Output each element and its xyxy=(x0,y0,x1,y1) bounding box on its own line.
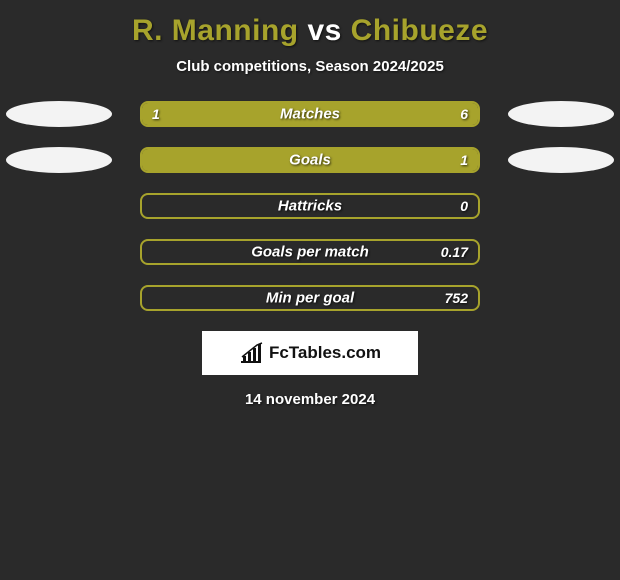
stat-label: Matches xyxy=(280,106,340,123)
player1-marker xyxy=(6,101,112,127)
stat-row: Hattricks 0 xyxy=(0,193,620,219)
title-player1: R. Manning xyxy=(132,14,299,47)
stat-label: Hattricks xyxy=(278,198,342,215)
title-vs: vs xyxy=(307,14,341,47)
subtitle: Club competitions, Season 2024/2025 xyxy=(0,58,620,101)
stats-list: 1 Matches 6 Goals 1 Hattricks 0 Goals per match… xyxy=(0,101,620,311)
player2-marker xyxy=(508,147,614,173)
stat-value-player2: 752 xyxy=(445,290,468,306)
player2-marker xyxy=(508,239,614,265)
page-title: R. Manning vs Chibueze xyxy=(0,8,620,58)
player1-marker xyxy=(6,239,112,265)
stat-label: Goals per match xyxy=(251,244,369,261)
brand-box[interactable]: FcTables.com xyxy=(202,331,418,375)
stat-row: Min per goal 752 xyxy=(0,285,620,311)
bar-fill-player1 xyxy=(142,149,243,171)
stat-row: Goals 1 xyxy=(0,147,620,173)
stat-row: 1 Matches 6 xyxy=(0,101,620,127)
stat-label: Min per goal xyxy=(266,290,354,307)
player1-marker xyxy=(6,193,112,219)
bar-fill-player1 xyxy=(142,103,199,125)
player1-marker xyxy=(6,285,112,311)
bars-chart-icon xyxy=(239,342,263,364)
stat-value-player2: 1 xyxy=(460,152,468,168)
stat-bar: 1 Matches 6 xyxy=(140,101,480,127)
title-player2: Chibueze xyxy=(351,14,488,47)
date-text: 14 november 2024 xyxy=(0,391,620,408)
brand-text: FcTables.com xyxy=(269,343,381,363)
comparison-widget: R. Manning vs Chibueze Club competitions… xyxy=(0,0,620,408)
stat-value-player2: 0.17 xyxy=(441,244,468,260)
player1-marker xyxy=(6,147,112,173)
stat-bar: Hattricks 0 xyxy=(140,193,480,219)
stat-value-player1: 1 xyxy=(152,106,160,122)
player2-marker xyxy=(508,101,614,127)
stat-row: Goals per match 0.17 xyxy=(0,239,620,265)
stat-bar: Goals 1 xyxy=(140,147,480,173)
stat-value-player2: 6 xyxy=(460,106,468,122)
stat-bar: Min per goal 752 xyxy=(140,285,480,311)
stat-bar: Goals per match 0.17 xyxy=(140,239,480,265)
player2-marker xyxy=(508,193,614,219)
stat-value-player2: 0 xyxy=(460,198,468,214)
bar-fill-player2 xyxy=(243,149,478,171)
player2-marker xyxy=(508,285,614,311)
stat-label: Goals xyxy=(289,152,331,169)
